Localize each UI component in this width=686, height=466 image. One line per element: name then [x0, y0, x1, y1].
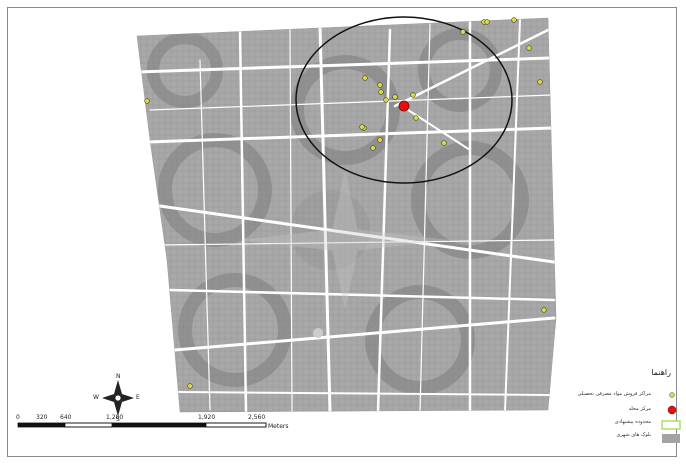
watermark-star	[240, 170, 450, 310]
facility-point	[144, 98, 150, 104]
facility-point	[511, 17, 517, 23]
compass-west-label: W	[93, 394, 99, 401]
scale-tick-label: 2,560	[248, 414, 266, 421]
facility-point	[526, 45, 532, 51]
service-radius-circle	[295, 16, 513, 184]
legend-green-box-icon	[661, 420, 681, 430]
scale-tick-label: 0	[16, 414, 20, 421]
scale-bar	[17, 422, 267, 428]
north-arrow-icon	[102, 380, 134, 416]
facility-point	[410, 92, 416, 98]
legend-facility-dot-icon	[669, 392, 675, 398]
facility-point	[441, 140, 447, 146]
facility-point	[370, 145, 376, 151]
scale-tick-label: 1,920	[198, 414, 216, 421]
facility-point	[460, 29, 466, 35]
compass-south-label: S	[116, 416, 120, 423]
scale-unit-label: Meters	[268, 423, 289, 430]
facility-point	[484, 19, 490, 25]
facility-point	[383, 97, 389, 103]
compass-north-label: N	[116, 373, 121, 380]
map-legend: راهنما مراکز فروش مواد مصرفی تحصیلی مرکز…	[540, 368, 675, 448]
facility-point	[537, 79, 543, 85]
facility-point	[541, 307, 547, 313]
legend-red-dot-icon	[667, 405, 677, 415]
scale-tick-label: 640	[60, 414, 72, 421]
facility-point	[362, 75, 368, 81]
legend-item-center: مرکز محله	[628, 406, 651, 412]
facility-point	[377, 82, 383, 88]
legend-item-boundary: محدوده پیشنهادی	[614, 419, 651, 425]
facility-points	[144, 17, 547, 389]
scale-tick-label: 1,280	[106, 414, 124, 421]
facility-point	[187, 383, 193, 389]
legend-item-facilities: مراکز فروش مواد مصرفی تحصیلی	[577, 391, 651, 397]
compass-east-label: E	[136, 394, 140, 401]
facility-point	[359, 124, 365, 130]
legend-item-blocks: بلوک های شهری	[616, 432, 651, 438]
roundabout	[313, 328, 323, 338]
facility-point	[377, 137, 383, 143]
neighborhood-center-marker	[398, 100, 410, 112]
facility-point	[378, 89, 384, 95]
legend-gray-box-icon	[662, 434, 680, 443]
scale-tick-label: 320	[36, 414, 48, 421]
facility-point	[392, 94, 398, 100]
facility-point	[413, 115, 419, 121]
street-network	[137, 19, 556, 412]
legend-title: راهنما	[651, 368, 671, 377]
